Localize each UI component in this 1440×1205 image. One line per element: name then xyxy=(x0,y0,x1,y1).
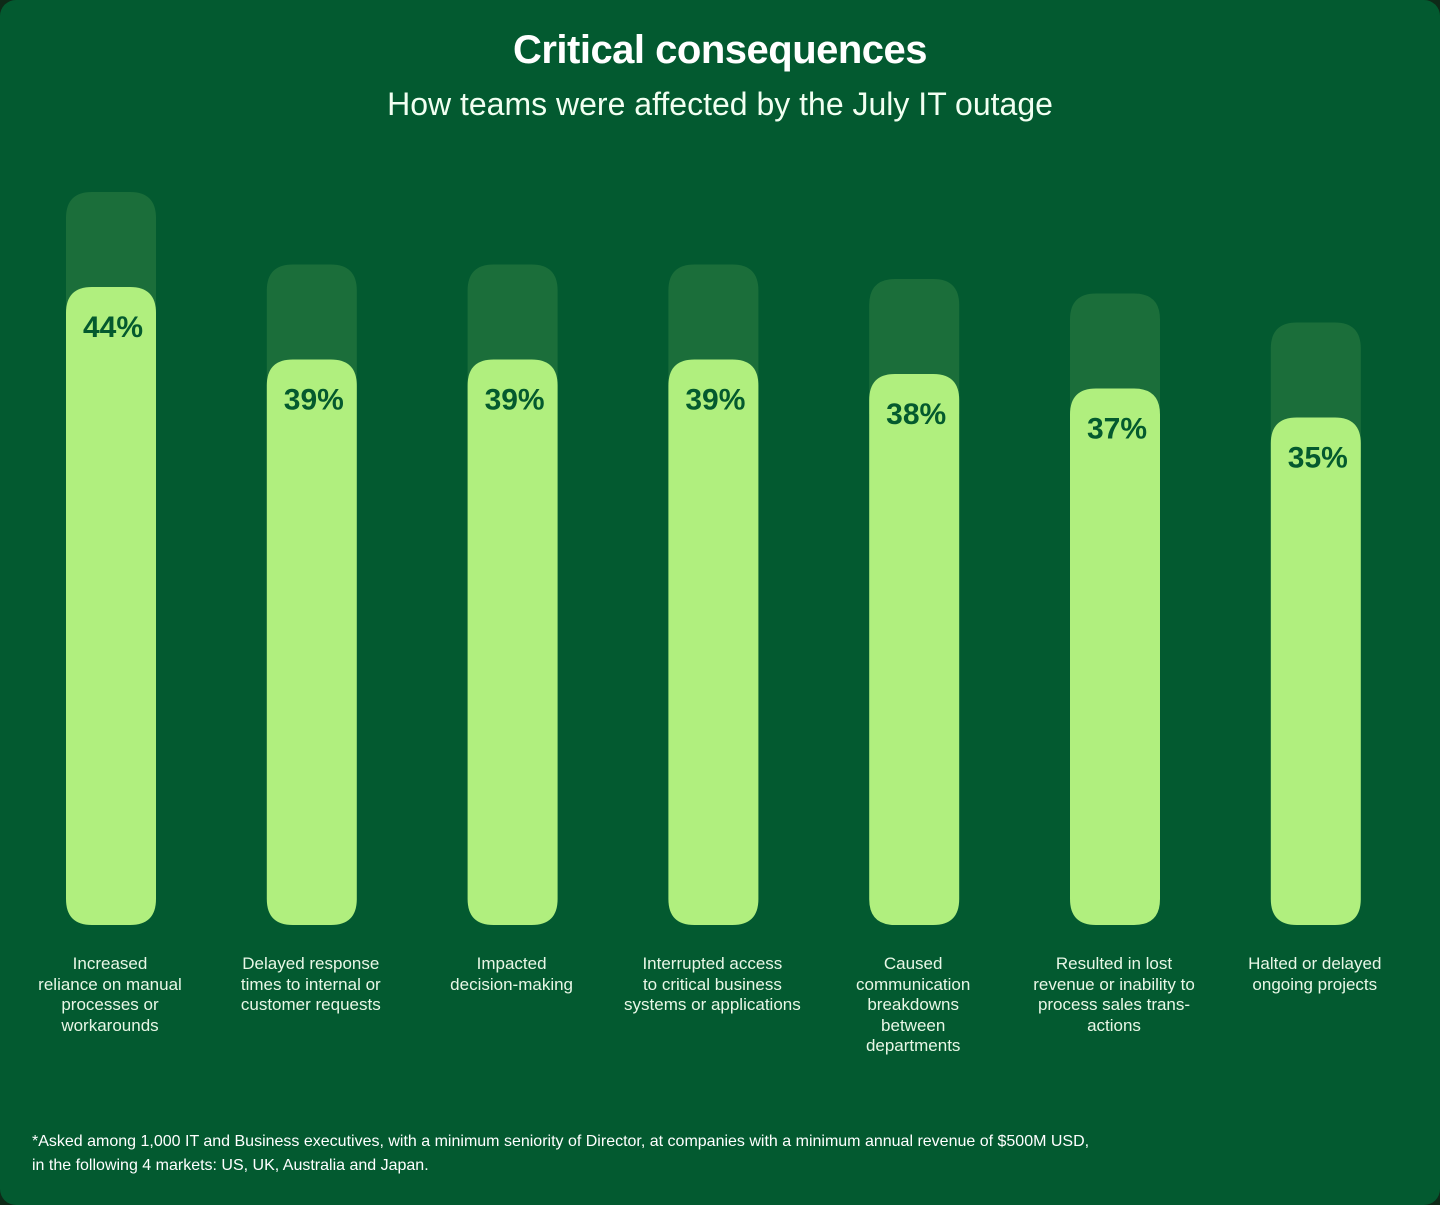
category-label-line: workarounds xyxy=(61,1015,159,1035)
footnote-line-1: *Asked among 1,000 IT and Business execu… xyxy=(32,1133,1090,1150)
bar-group: 44% xyxy=(66,192,156,925)
bar-group: 38% xyxy=(869,279,960,925)
value-label: 37% xyxy=(1087,413,1147,446)
value-label: 39% xyxy=(284,384,344,417)
bar xyxy=(1270,417,1361,925)
category-label-line: Interrupted access xyxy=(642,954,783,973)
category-label-line: revenue or inability to xyxy=(1033,974,1195,994)
bar xyxy=(266,359,357,925)
category-label-line: processes or xyxy=(61,995,159,1014)
value-label: 44% xyxy=(83,311,143,344)
category-label: Impacted decision-making xyxy=(417,954,607,995)
bar xyxy=(467,359,558,925)
bar xyxy=(668,359,759,925)
bar-group: 37% xyxy=(1070,293,1160,925)
chart-subtitle: How teams were affected by the July IT o… xyxy=(387,86,1053,122)
bar-group: 39% xyxy=(467,264,558,925)
category-label-line: customer requests xyxy=(240,995,381,1014)
category-label-line: reliance on manual xyxy=(38,974,182,994)
bar-group: 39% xyxy=(668,264,759,925)
footnote: *Asked among 1,000 IT and Business execu… xyxy=(32,1130,1332,1178)
category-label-line: Halted or delayed xyxy=(1248,954,1382,973)
category-label-line: Delayed response xyxy=(242,954,380,973)
chart-title: Critical consequences xyxy=(512,28,928,72)
category-label-line: Caused xyxy=(883,954,943,973)
category-label-line: ongoing projects xyxy=(1252,974,1378,994)
category-label: Halted or delayed ongoing projects xyxy=(1220,954,1410,995)
category-label-line: to critical business xyxy=(642,974,782,994)
category-label: Interrupted access to critical business sy… xyxy=(617,954,807,1016)
bar xyxy=(869,374,960,925)
value-label: 38% xyxy=(886,398,946,431)
category-label-line: process sales trans- xyxy=(1037,995,1191,1014)
category-label: Caused communication breakdowns between depa… xyxy=(818,954,1008,1057)
value-label: 39% xyxy=(685,384,745,417)
bar-group: 39% xyxy=(266,264,357,925)
category-label: Delayed response times to internal or cust… xyxy=(216,954,406,1016)
category-label: Resulted in lost revenue or inability to p… xyxy=(1019,954,1209,1036)
category-label-line: decision-making xyxy=(450,974,574,994)
bar xyxy=(1070,388,1160,925)
category-label-line: actions xyxy=(1087,1015,1141,1035)
category-label-line: Impacted xyxy=(476,954,547,973)
category-label-line: communication xyxy=(856,974,971,994)
category-label-line: times to internal or xyxy=(240,974,381,994)
category-label-line: Resulted in lost xyxy=(1055,954,1173,973)
footnote-line-2: in the following 4 markets: US, UK, Aust… xyxy=(32,1157,429,1174)
category-label-line: systems or applications xyxy=(624,995,801,1014)
value-label: 39% xyxy=(485,384,545,417)
bar xyxy=(66,287,156,925)
category-label-line: breakdowns xyxy=(867,995,960,1014)
value-label: 35% xyxy=(1288,442,1348,475)
category-label-line: Increased xyxy=(72,954,148,973)
bar-group: 35% xyxy=(1270,322,1361,925)
category-label: Increased reliance on manual processes or w… xyxy=(15,954,205,1036)
category-label-line: between xyxy=(881,1015,946,1035)
category-label-line: departments xyxy=(865,1036,961,1055)
